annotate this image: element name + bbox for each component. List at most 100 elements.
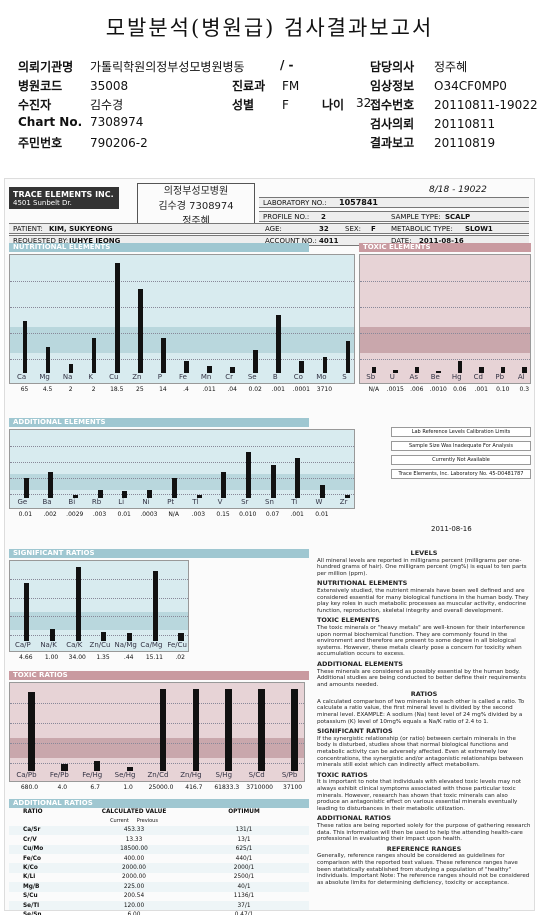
bar-sr xyxy=(246,451,251,498)
age-label: AGE: xyxy=(265,225,282,233)
value-label: 0.01 xyxy=(315,511,329,518)
bar-v xyxy=(221,471,227,498)
stamp-line: 의정부성모병원 xyxy=(163,186,229,197)
value-label: .001 xyxy=(474,386,488,393)
bar-tl xyxy=(196,494,202,498)
bar-s-hg xyxy=(225,689,232,771)
table-row: Cr/V 13.33 13/1 xyxy=(9,835,309,844)
ratio-optimum: 37/1 xyxy=(237,902,251,909)
category-label: Na/K xyxy=(40,641,57,649)
additional-ratios-table: RATIO CALCULATED VALUE OPTIMUM Current P… xyxy=(9,807,309,915)
bar-pt xyxy=(171,478,177,498)
info-row: 수진자 김수경 xyxy=(18,96,123,113)
info-value: 정주혜 xyxy=(434,60,468,74)
bar-zn-hg xyxy=(192,689,200,771)
bar-mo xyxy=(322,356,328,373)
category-label: Pb xyxy=(495,373,505,381)
bar-zn-cu xyxy=(101,631,107,641)
category-label: Sn xyxy=(265,498,274,506)
info-key: 결과보고 xyxy=(370,136,415,150)
value-label: .001 xyxy=(271,386,285,393)
info-row: 주민번호 790206-2 xyxy=(18,134,148,151)
legend-item: Lab Reference Levels Calibration Limits xyxy=(391,427,531,437)
category-label: S/Hg xyxy=(215,771,233,779)
category-label: Mn xyxy=(200,373,212,381)
bar-s xyxy=(345,340,351,373)
value-label: 0.02 xyxy=(248,386,262,393)
reference-band xyxy=(10,326,354,353)
note-heading: NUTRITIONAL ELEMENTS xyxy=(317,579,408,588)
table-row: Ca/Sr 453.33 131/1 xyxy=(9,825,309,836)
bar-rb xyxy=(97,490,103,498)
note-text: The toxic minerals or "heavy metals" are… xyxy=(317,624,526,658)
report-date: 2011-08-16 xyxy=(419,237,464,245)
section-nutritional: NUTRITIONAL ELEMENTS xyxy=(9,243,309,252)
table-row: Se/Tl 120.00 37/1 xyxy=(9,900,309,911)
info-value: O34CF0MP0 xyxy=(434,79,507,93)
value-label: 3710000 xyxy=(246,784,274,791)
category-label: Na/Mg xyxy=(114,641,137,649)
chart-toxic-elements: Sb U As Be Hg Cd Pb Al xyxy=(359,254,531,384)
category-label: Na xyxy=(62,373,73,381)
note-text: These ratios are being reported solely f… xyxy=(317,822,531,843)
value-label: 416.7 xyxy=(185,784,203,791)
category-label: Be xyxy=(430,373,440,381)
category-label: Fe/Pb xyxy=(49,771,69,779)
section-additional-ratios: ADDITIONAL RATIOS xyxy=(9,799,309,808)
note-text: These minerals are considered as possibl… xyxy=(317,668,526,688)
category-label: Zn/Cu xyxy=(89,641,111,649)
section-toxic-ratios: TOXIC RATIOS xyxy=(9,671,309,680)
category-label: Ca/Pb xyxy=(16,771,37,779)
value-label: 0.010 xyxy=(239,511,257,518)
age-value: 32 xyxy=(319,225,329,233)
ratio-value: 200.54 xyxy=(123,893,145,900)
value-label: 4.66 xyxy=(19,654,33,661)
lab-number: 1057841 xyxy=(339,198,378,207)
gridline xyxy=(10,333,354,334)
info-key: 접수번호 xyxy=(370,98,415,112)
bar-fe xyxy=(184,361,189,373)
report-header: TRACE ELEMENTS INC. 4501 Sunbelt Dr. 의정부… xyxy=(9,183,529,247)
info-row: 결과보고 20110819 xyxy=(370,134,495,151)
info-value: 35008 xyxy=(90,79,129,93)
ratio-name: K/Li xyxy=(23,874,36,881)
chart-significant-ratios: Ca/P Na/K Ca/K Zn/Cu Na/Mg Ca/Mg Fe/Cu xyxy=(9,560,189,652)
ratio-name: Ca/Sr xyxy=(23,827,41,834)
bar-pb xyxy=(500,367,506,373)
category-label: Cu xyxy=(109,373,119,381)
value-label: 0.06 xyxy=(453,386,467,393)
category-label: Mo xyxy=(316,373,327,381)
ratio-value: 18500.00 xyxy=(120,846,148,853)
age-value: 32 xyxy=(356,96,372,110)
bar-as xyxy=(414,367,420,373)
chart-additional-elements: Ge Ba Bi Rb Li Ni Pt Tl V Sr Sn Ti W Zr xyxy=(9,429,355,509)
stamp-line: 정주혜 xyxy=(182,216,210,227)
note-heading: TOXIC RATIOS xyxy=(317,770,368,779)
bar-zn xyxy=(138,289,143,373)
profile-no: 2 xyxy=(321,213,326,221)
page-title: 모발분석(병원급) 검사결과보고서 xyxy=(105,16,434,40)
value-label: .003 xyxy=(191,511,206,518)
note-heading: RATIOS xyxy=(410,690,438,699)
bar-na-k xyxy=(49,629,55,641)
value-label: N/A xyxy=(368,386,380,393)
gridline xyxy=(10,616,188,618)
bar-cu xyxy=(114,262,120,373)
section-significant-ratios: SIGNIFICANT RATIOS xyxy=(9,549,309,558)
ratio-value: 225.00 xyxy=(123,883,145,890)
category-label: Fe xyxy=(179,373,187,381)
section-additional: ADDITIONAL ELEMENTS xyxy=(9,418,309,427)
ratio-optimum: 13/1 xyxy=(237,836,251,843)
bar-se xyxy=(253,349,258,373)
reference-band xyxy=(10,611,188,630)
note-heading: ADDITIONAL RATIOS xyxy=(317,814,392,823)
value-label: .011 xyxy=(202,386,216,393)
ratio-name: S/Cu xyxy=(23,893,38,900)
ratio-optimum: 1136/1 xyxy=(233,893,255,900)
account-label: ACCOUNT NO.: xyxy=(265,237,317,245)
info-key: 담당의사 xyxy=(370,60,415,74)
table-row: Se/Sn 6.00 0.47/1 xyxy=(9,910,309,915)
category-label: Al xyxy=(517,373,525,381)
table-header: RATIO xyxy=(23,808,43,815)
category-label: W xyxy=(315,498,323,506)
